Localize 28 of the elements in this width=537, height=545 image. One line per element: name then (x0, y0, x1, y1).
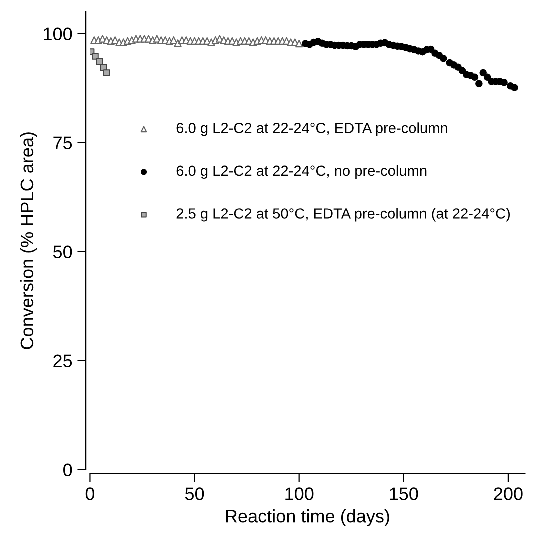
point (458, 67, 466, 74)
legend-label: 6.0 g L2-C2 at 22-24°C, no pre-column (176, 165, 427, 180)
y-tick-label: 25 (54, 354, 72, 368)
y-tick-label: 75 (54, 136, 72, 150)
x-tick-label: 200 (494, 488, 523, 500)
point (511, 84, 518, 92)
point (471, 74, 479, 82)
y-tick-label: 100 (44, 28, 72, 41)
x-tick-label: 150 (390, 488, 418, 500)
point (170, 36, 178, 44)
legend-label: 6.0 g L2-C2 at 22-24°C, EDTA pre-column (176, 122, 448, 136)
point (296, 40, 304, 48)
x-axis-title: Reaction time (days) (226, 510, 390, 526)
y-axis-title: Conversion (% HPLC area) (20, 132, 38, 350)
x-tick-label: 50 (185, 488, 204, 500)
point (440, 55, 448, 62)
legend-label: 2.5 g L2-C2 at 50°C, EDTA pre-column (at 22-24°C) (176, 208, 510, 222)
point (500, 78, 508, 86)
point (96, 58, 104, 66)
x-tick-label: 100 (286, 488, 314, 500)
y-tick-label: 50 (53, 246, 72, 259)
point (104, 70, 110, 76)
x-tick-label: 0 (86, 488, 95, 500)
point (484, 74, 492, 82)
point (92, 53, 99, 60)
point (480, 69, 488, 77)
point (476, 80, 483, 88)
y-tick-label: 0 (64, 464, 72, 477)
